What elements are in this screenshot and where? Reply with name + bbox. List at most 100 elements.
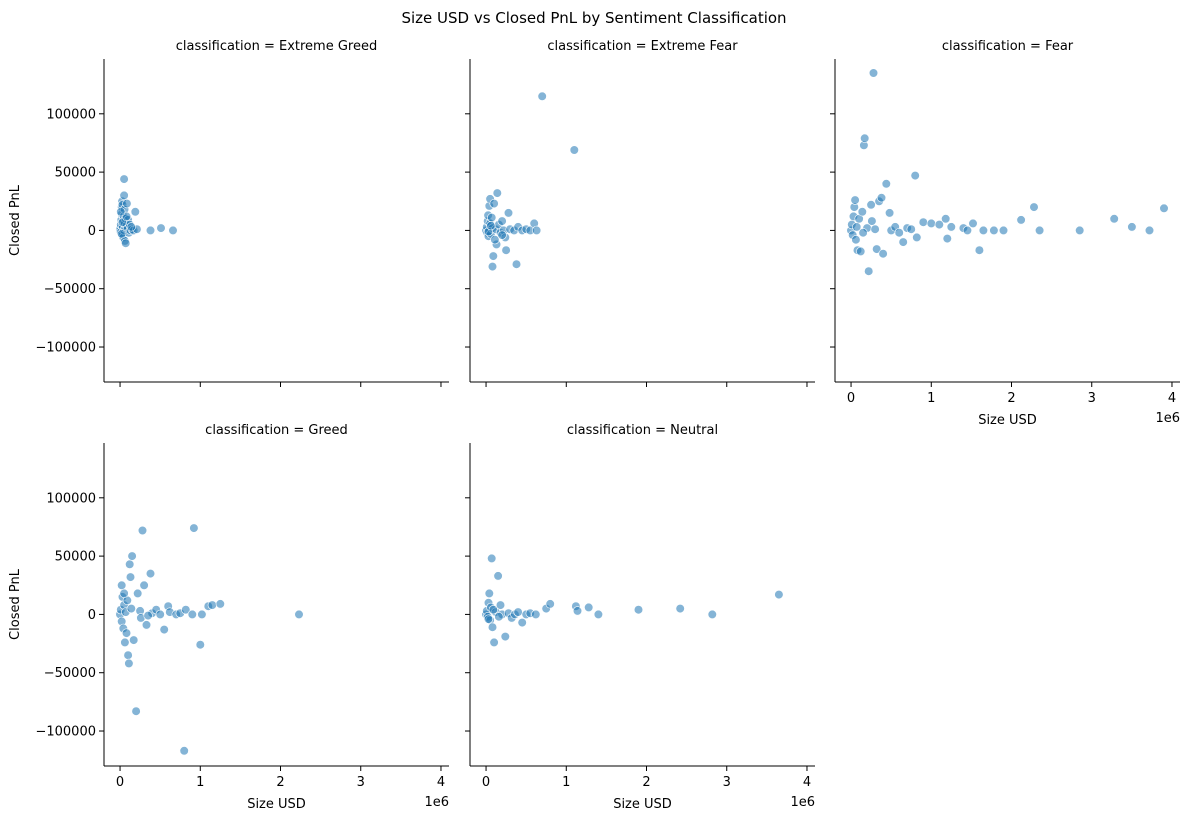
scatter-point (584, 602, 594, 613)
y-tick-label: −50000 (44, 666, 96, 681)
scatter-point (850, 195, 860, 205)
scatter-point (141, 620, 152, 630)
y-tick-label: 0 (88, 224, 96, 239)
scatter-point (906, 224, 916, 234)
scatter-point (156, 223, 166, 233)
scatter-point (130, 207, 140, 217)
scatter-point (934, 220, 944, 230)
scatter-points (481, 553, 784, 648)
scatter-point (159, 624, 169, 635)
scatter-point (868, 68, 879, 78)
scatter-point (490, 235, 500, 245)
scatter-points (481, 91, 579, 272)
figure-title: Size USD vs Closed PnL by Sentiment Clas… (401, 9, 786, 27)
scatter-point (1127, 222, 1137, 232)
facet-title: classification = Extreme Fear (547, 39, 738, 54)
x-tick-label: 2 (276, 775, 284, 790)
scatter-point (898, 237, 908, 247)
scatter-point (1016, 215, 1026, 225)
scatter-point (998, 225, 1009, 235)
scatter-point (487, 213, 497, 223)
x-tick-label: 1 (196, 775, 204, 790)
facet-title: classification = Neutral (567, 423, 718, 438)
scatter-point (593, 609, 604, 620)
x-tick-label: 4 (1168, 391, 1176, 406)
scatter-point (143, 610, 153, 621)
scatter-point (121, 238, 131, 248)
scatter-point (876, 193, 887, 203)
scatter-point (511, 259, 522, 269)
scatter-point (926, 218, 936, 228)
scatter-point (537, 91, 547, 101)
scatter-point (878, 249, 888, 259)
scatter-point (294, 609, 304, 620)
scatter-point (497, 216, 507, 226)
y-axis-label: Closed PnL (8, 568, 23, 640)
scatter-point (851, 235, 861, 245)
y-tick-label: −50000 (44, 282, 96, 297)
scatter-point (489, 637, 499, 648)
x-tick-label: 4 (803, 775, 811, 790)
x-axis-label: Size USD (613, 797, 672, 812)
scatter-point (487, 262, 498, 272)
facet-panel: classification = Fear 0 1 2 3 4 Size USD 1e6 (830, 39, 1180, 428)
scatter-point (139, 580, 149, 590)
scatter-point (707, 609, 717, 620)
facet-title: classification = Greed (205, 423, 348, 438)
x-tick-label: 3 (723, 775, 731, 790)
scatter-point (488, 605, 498, 615)
scatter-point (120, 637, 130, 648)
scatter-point (119, 174, 129, 184)
scatter-point (119, 588, 129, 599)
scatter-points (115, 174, 178, 248)
scatter-point (867, 216, 877, 226)
scatter-point (884, 208, 895, 218)
scatter-point (872, 244, 882, 254)
scatter-point (486, 221, 496, 231)
scatter-point (910, 171, 920, 181)
scatter-point (127, 551, 137, 561)
y-tick-label: −100000 (35, 341, 96, 356)
scatter-point (126, 222, 136, 232)
scatter-point (119, 190, 129, 200)
scatter-point (1109, 214, 1119, 224)
x-tick-label: 1 (562, 775, 570, 790)
scatter-point (126, 603, 136, 614)
scatter-point (145, 225, 156, 235)
scatter-point (894, 228, 904, 238)
scatter-point (195, 640, 205, 650)
x-axis-label: Size USD (247, 797, 306, 812)
y-tick-label: 50000 (55, 166, 96, 181)
scatter-points (846, 68, 1169, 276)
y-tick-label: 100000 (46, 491, 96, 506)
scatter-point (117, 229, 127, 239)
y-tick-label: −100000 (35, 725, 96, 740)
scatter-point (569, 145, 579, 155)
scatter-point (856, 246, 866, 256)
scatter-point (187, 609, 197, 620)
scatter-point (946, 222, 956, 232)
facet-title: classification = Fear (942, 39, 1074, 54)
scatter-point (497, 230, 507, 240)
scatter-point (870, 224, 880, 234)
scatter-point (116, 207, 126, 217)
y-tick-label: 100000 (46, 107, 96, 122)
scatter-point (500, 631, 510, 642)
scatter-point (517, 617, 527, 628)
scatter-point (974, 245, 985, 255)
scatter-point (145, 568, 156, 579)
scatter-point (125, 559, 135, 569)
scatter-point (123, 650, 133, 660)
scatter-point (197, 609, 207, 620)
scatter-point (912, 232, 922, 242)
x-tick-label: 0 (847, 391, 855, 406)
scatter-point (531, 609, 541, 620)
facet-panel: classification = Extreme Greed −100000 −50… (8, 39, 449, 387)
scatter-point (487, 622, 498, 632)
facet-panel: classification = Extreme Fear (465, 39, 815, 387)
scatter-point (124, 658, 134, 669)
scatter-point (1075, 225, 1085, 235)
x-tick-label: 0 (482, 775, 490, 790)
scatter-point (493, 571, 503, 581)
